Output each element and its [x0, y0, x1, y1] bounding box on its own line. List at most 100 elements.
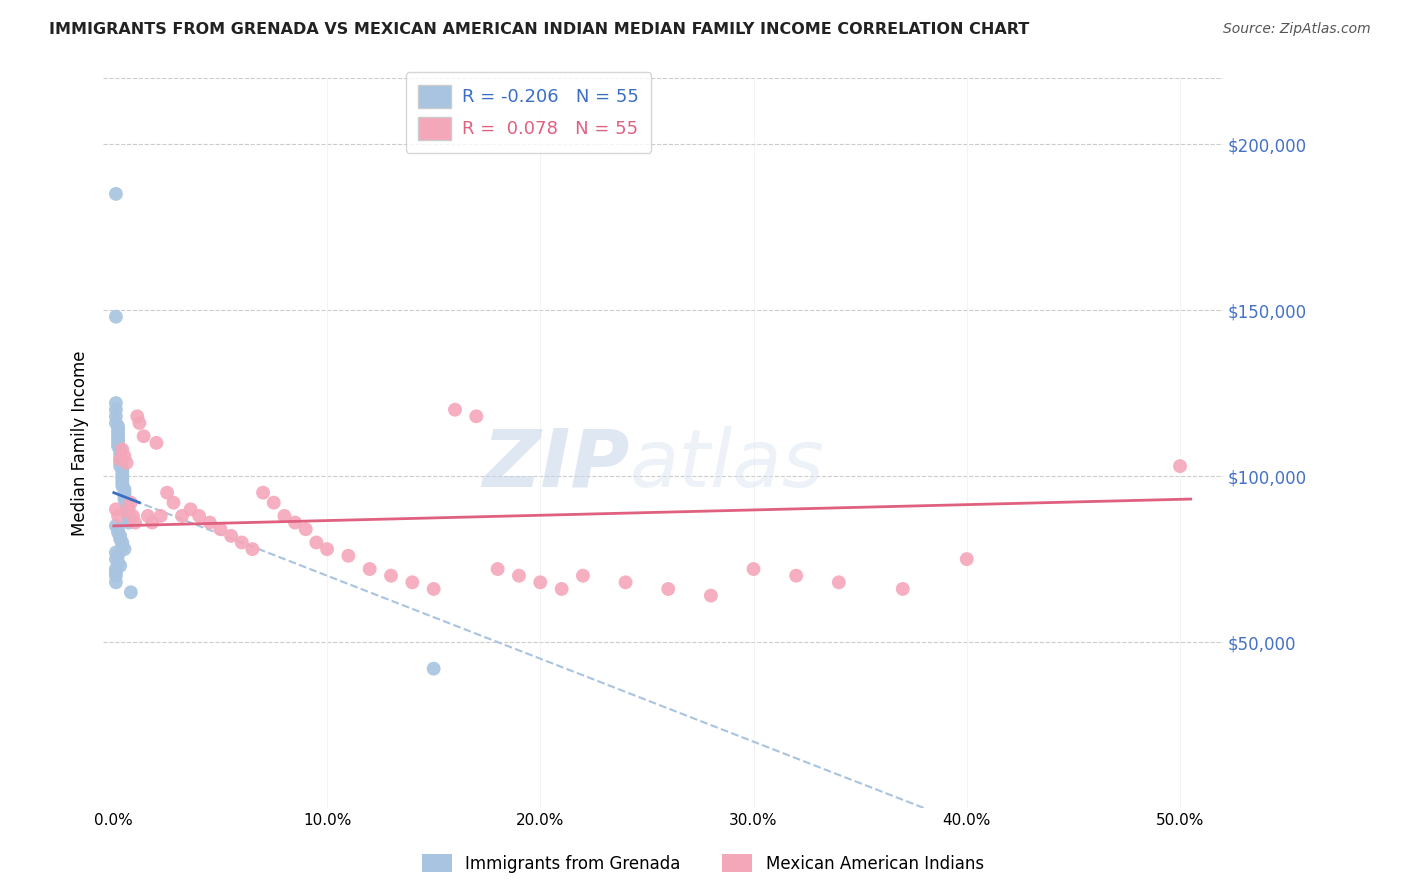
Point [114, 483, 136, 497]
Point [657, 582, 679, 596]
Point [104, 519, 127, 533]
Point [380, 568, 402, 582]
Point [401, 575, 423, 590]
Point [115, 506, 138, 520]
Point [108, 449, 131, 463]
Point [156, 485, 179, 500]
Point [108, 442, 131, 457]
Point [118, 502, 141, 516]
Point [114, 492, 136, 507]
Point [111, 466, 134, 480]
Text: ZIP: ZIP [482, 425, 630, 504]
Point [111, 442, 134, 457]
Point [111, 462, 134, 476]
Point [124, 516, 146, 530]
Point [107, 439, 129, 453]
Point [111, 539, 134, 553]
Point [700, 589, 723, 603]
Point [118, 512, 141, 526]
Point [188, 508, 211, 523]
Point [122, 508, 145, 523]
Point [107, 433, 129, 447]
Point [111, 469, 134, 483]
Point [108, 558, 131, 573]
Point [114, 542, 136, 557]
Point [550, 582, 572, 596]
Point [108, 459, 131, 474]
Point [104, 566, 127, 580]
Point [162, 496, 184, 510]
Point [108, 452, 131, 467]
Point [114, 485, 136, 500]
Point [316, 542, 339, 557]
Point [529, 575, 551, 590]
Point [108, 456, 131, 470]
Point [444, 402, 467, 417]
Point [273, 508, 295, 523]
Point [107, 425, 129, 440]
Point [209, 522, 232, 536]
Point [294, 522, 316, 536]
Point [104, 502, 127, 516]
Point [742, 562, 765, 576]
Point [1168, 459, 1191, 474]
Point [127, 409, 149, 424]
Point [115, 456, 138, 470]
Point [107, 419, 129, 434]
Text: Source: ZipAtlas.com: Source: ZipAtlas.com [1223, 22, 1371, 37]
Point [107, 549, 129, 563]
Point [111, 479, 134, 493]
Point [337, 549, 360, 563]
Point [785, 568, 807, 582]
Point [170, 508, 193, 523]
Point [486, 562, 509, 576]
Point [263, 496, 285, 510]
Text: atlas: atlas [630, 425, 824, 504]
Point [107, 525, 129, 540]
Point [145, 436, 167, 450]
Point [104, 545, 127, 559]
Point [118, 508, 141, 523]
Point [422, 582, 444, 596]
Point [956, 552, 979, 566]
Point [107, 423, 129, 437]
Point [572, 568, 595, 582]
Point [104, 402, 127, 417]
Point [136, 508, 159, 523]
Point [115, 496, 138, 510]
Point [111, 472, 134, 486]
Point [614, 575, 637, 590]
Point [465, 409, 488, 424]
Point [107, 429, 129, 443]
Point [120, 585, 142, 599]
Point [149, 508, 172, 523]
Point [107, 508, 129, 523]
Point [891, 582, 914, 596]
Point [231, 535, 253, 549]
Point [114, 449, 136, 463]
Point [198, 516, 221, 530]
Point [242, 542, 264, 557]
Point [114, 489, 136, 503]
Point [180, 502, 202, 516]
Point [104, 416, 127, 430]
Point [111, 475, 134, 490]
Point [104, 552, 127, 566]
Y-axis label: Median Family Income: Median Family Income [72, 351, 89, 535]
Point [828, 575, 851, 590]
Point [111, 535, 134, 549]
Point [115, 502, 138, 516]
Point [284, 516, 307, 530]
Point [107, 522, 129, 536]
Point [107, 555, 129, 569]
Point [132, 429, 155, 443]
Point [108, 532, 131, 546]
Legend: R = -0.206   N = 55, R =  0.078   N = 55: R = -0.206 N = 55, R = 0.078 N = 55 [406, 72, 651, 153]
Point [104, 310, 127, 324]
Point [104, 409, 127, 424]
Text: IMMIGRANTS FROM GRENADA VS MEXICAN AMERICAN INDIAN MEDIAN FAMILY INCOME CORRELAT: IMMIGRANTS FROM GRENADA VS MEXICAN AMERI… [49, 22, 1029, 37]
Point [104, 396, 127, 410]
Point [104, 186, 127, 201]
Point [359, 562, 381, 576]
Point [508, 568, 530, 582]
